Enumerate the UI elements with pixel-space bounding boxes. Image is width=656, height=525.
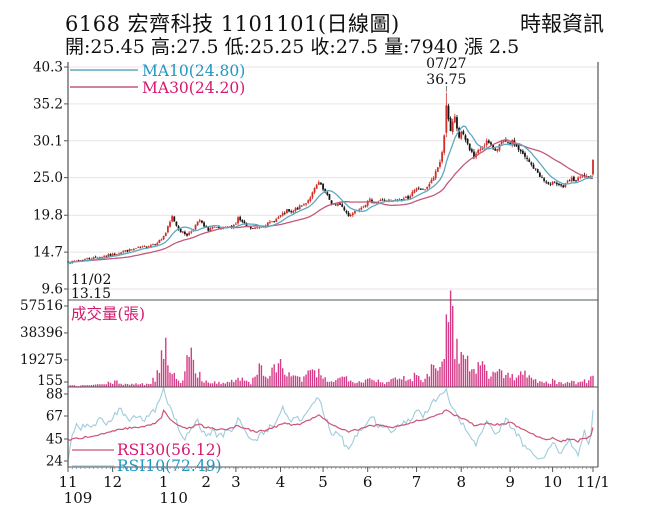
month-label: 8 [456, 473, 466, 491]
price-tick-label: 9.6 [42, 282, 63, 298]
peak-price-annotation: 36.75 [426, 72, 466, 88]
month-label: 3 [231, 473, 241, 491]
price-tick-label: 14.7 [33, 245, 63, 261]
year-label: 109 [64, 489, 93, 507]
month-label: 11 [58, 473, 77, 491]
volume-panel-label: 成交量(張) [71, 305, 145, 323]
month-label: 12 [103, 473, 122, 491]
month-label: 11/1 [576, 473, 610, 491]
month-label: 5 [318, 473, 328, 491]
rsi-tick-label: 45 [46, 432, 63, 448]
price-tick-label: 30.1 [33, 133, 63, 149]
chart-frame [67, 62, 599, 468]
month-label: 10 [543, 473, 562, 491]
rsi-lines [67, 385, 594, 462]
page-title: 6168 宏齊科技 1101101(日線圖) [65, 12, 400, 36]
price-panel-surface[interactable] [68, 62, 598, 300]
price-tick-label: 40.3 [33, 60, 63, 76]
month-label: 1 [159, 473, 169, 491]
quote-summary: 開:25.45 高:27.5 低:25.25 收:27.5 量:7940 漲 2… [65, 36, 520, 58]
axis-ticks [64, 66, 594, 472]
month-label: 4 [276, 473, 286, 491]
month-label: 9 [505, 473, 515, 491]
volume-tick-label: 155 [37, 373, 63, 389]
data-source-label: 時報資訊 [520, 12, 604, 36]
ma10-legend-label: MA10(24.80) [142, 62, 245, 80]
price-tick-label: 35.2 [33, 96, 63, 112]
price-tick-label: 25.0 [33, 170, 63, 186]
axis-labels: 40.335.230.125.019.814.79.65751638396192… [20, 60, 610, 508]
rsi10-legend-label: RSI10(72.49) [117, 457, 222, 475]
month-label: 6 [363, 473, 373, 491]
volume-tick-label: 57516 [20, 298, 63, 314]
volume-tick-label: 38396 [20, 325, 63, 341]
rsi-tick-label: 67 [46, 408, 63, 424]
price-tick-label: 19.8 [33, 208, 63, 224]
rsi-tick-label: 88 [46, 387, 63, 403]
rsi-tick-label: 24 [46, 454, 63, 470]
moving-average-lines [67, 125, 594, 264]
month-label: 7 [412, 473, 422, 491]
volume-tick-label: 19275 [20, 352, 63, 368]
year-label: 110 [159, 489, 188, 507]
month-label: 2 [201, 473, 211, 491]
start-price-annotation: 13.15 [71, 286, 111, 302]
volume-panel-surface[interactable] [68, 300, 598, 387]
start-date-annotation: 11/02 [71, 272, 111, 288]
peak-date-annotation: 07/27 [426, 56, 466, 72]
rsi30-legend-label: RSI30(56.12) [117, 441, 222, 459]
ma30-legend-label: MA30(24.20) [142, 79, 245, 97]
